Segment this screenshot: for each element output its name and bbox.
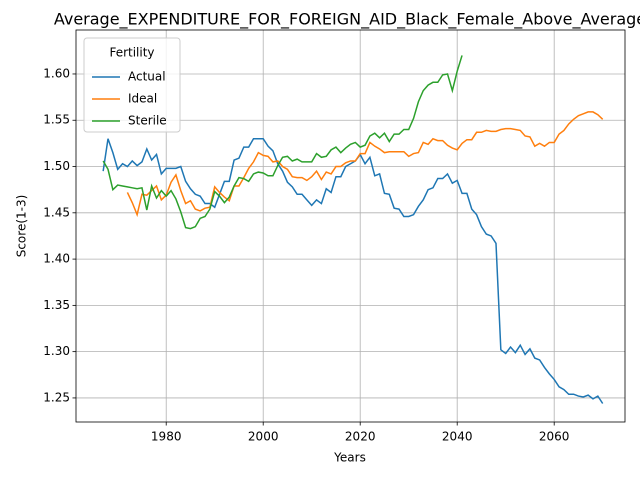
y-tick-label: 1.25 — [43, 390, 70, 404]
legend-label: Ideal — [128, 92, 157, 106]
legend-label: Sterile — [128, 114, 167, 128]
x-tick-label: 2000 — [248, 430, 279, 444]
y-tick-label: 1.30 — [43, 344, 70, 358]
x-axis-label: Years — [333, 451, 366, 465]
y-tick-label: 1.40 — [43, 252, 70, 266]
x-tick-label: 2060 — [539, 430, 570, 444]
x-tick-label: 2040 — [442, 430, 473, 444]
y-tick-label: 1.55 — [43, 113, 70, 127]
x-tick-label: 1980 — [151, 430, 182, 444]
series-line — [102, 138, 604, 404]
y-tick-label: 1.60 — [43, 66, 70, 80]
y-tick-label: 1.35 — [43, 298, 70, 312]
y-tick-label: 1.50 — [43, 159, 70, 173]
plot-frame — [75, 29, 626, 423]
series-line — [102, 55, 463, 230]
legend-box — [83, 37, 181, 133]
series-line — [126, 111, 604, 218]
y-tick-label: 1.45 — [43, 205, 70, 219]
x-tick-label: 2020 — [345, 430, 376, 444]
legend-label: Actual — [128, 70, 166, 84]
y-axis-label: Score(1-3) — [15, 195, 29, 258]
legend-title: Fertility — [109, 46, 154, 60]
chart-title: Average_EXPENDITURE_FOR_FOREIGN_AID_Blac… — [54, 10, 640, 30]
